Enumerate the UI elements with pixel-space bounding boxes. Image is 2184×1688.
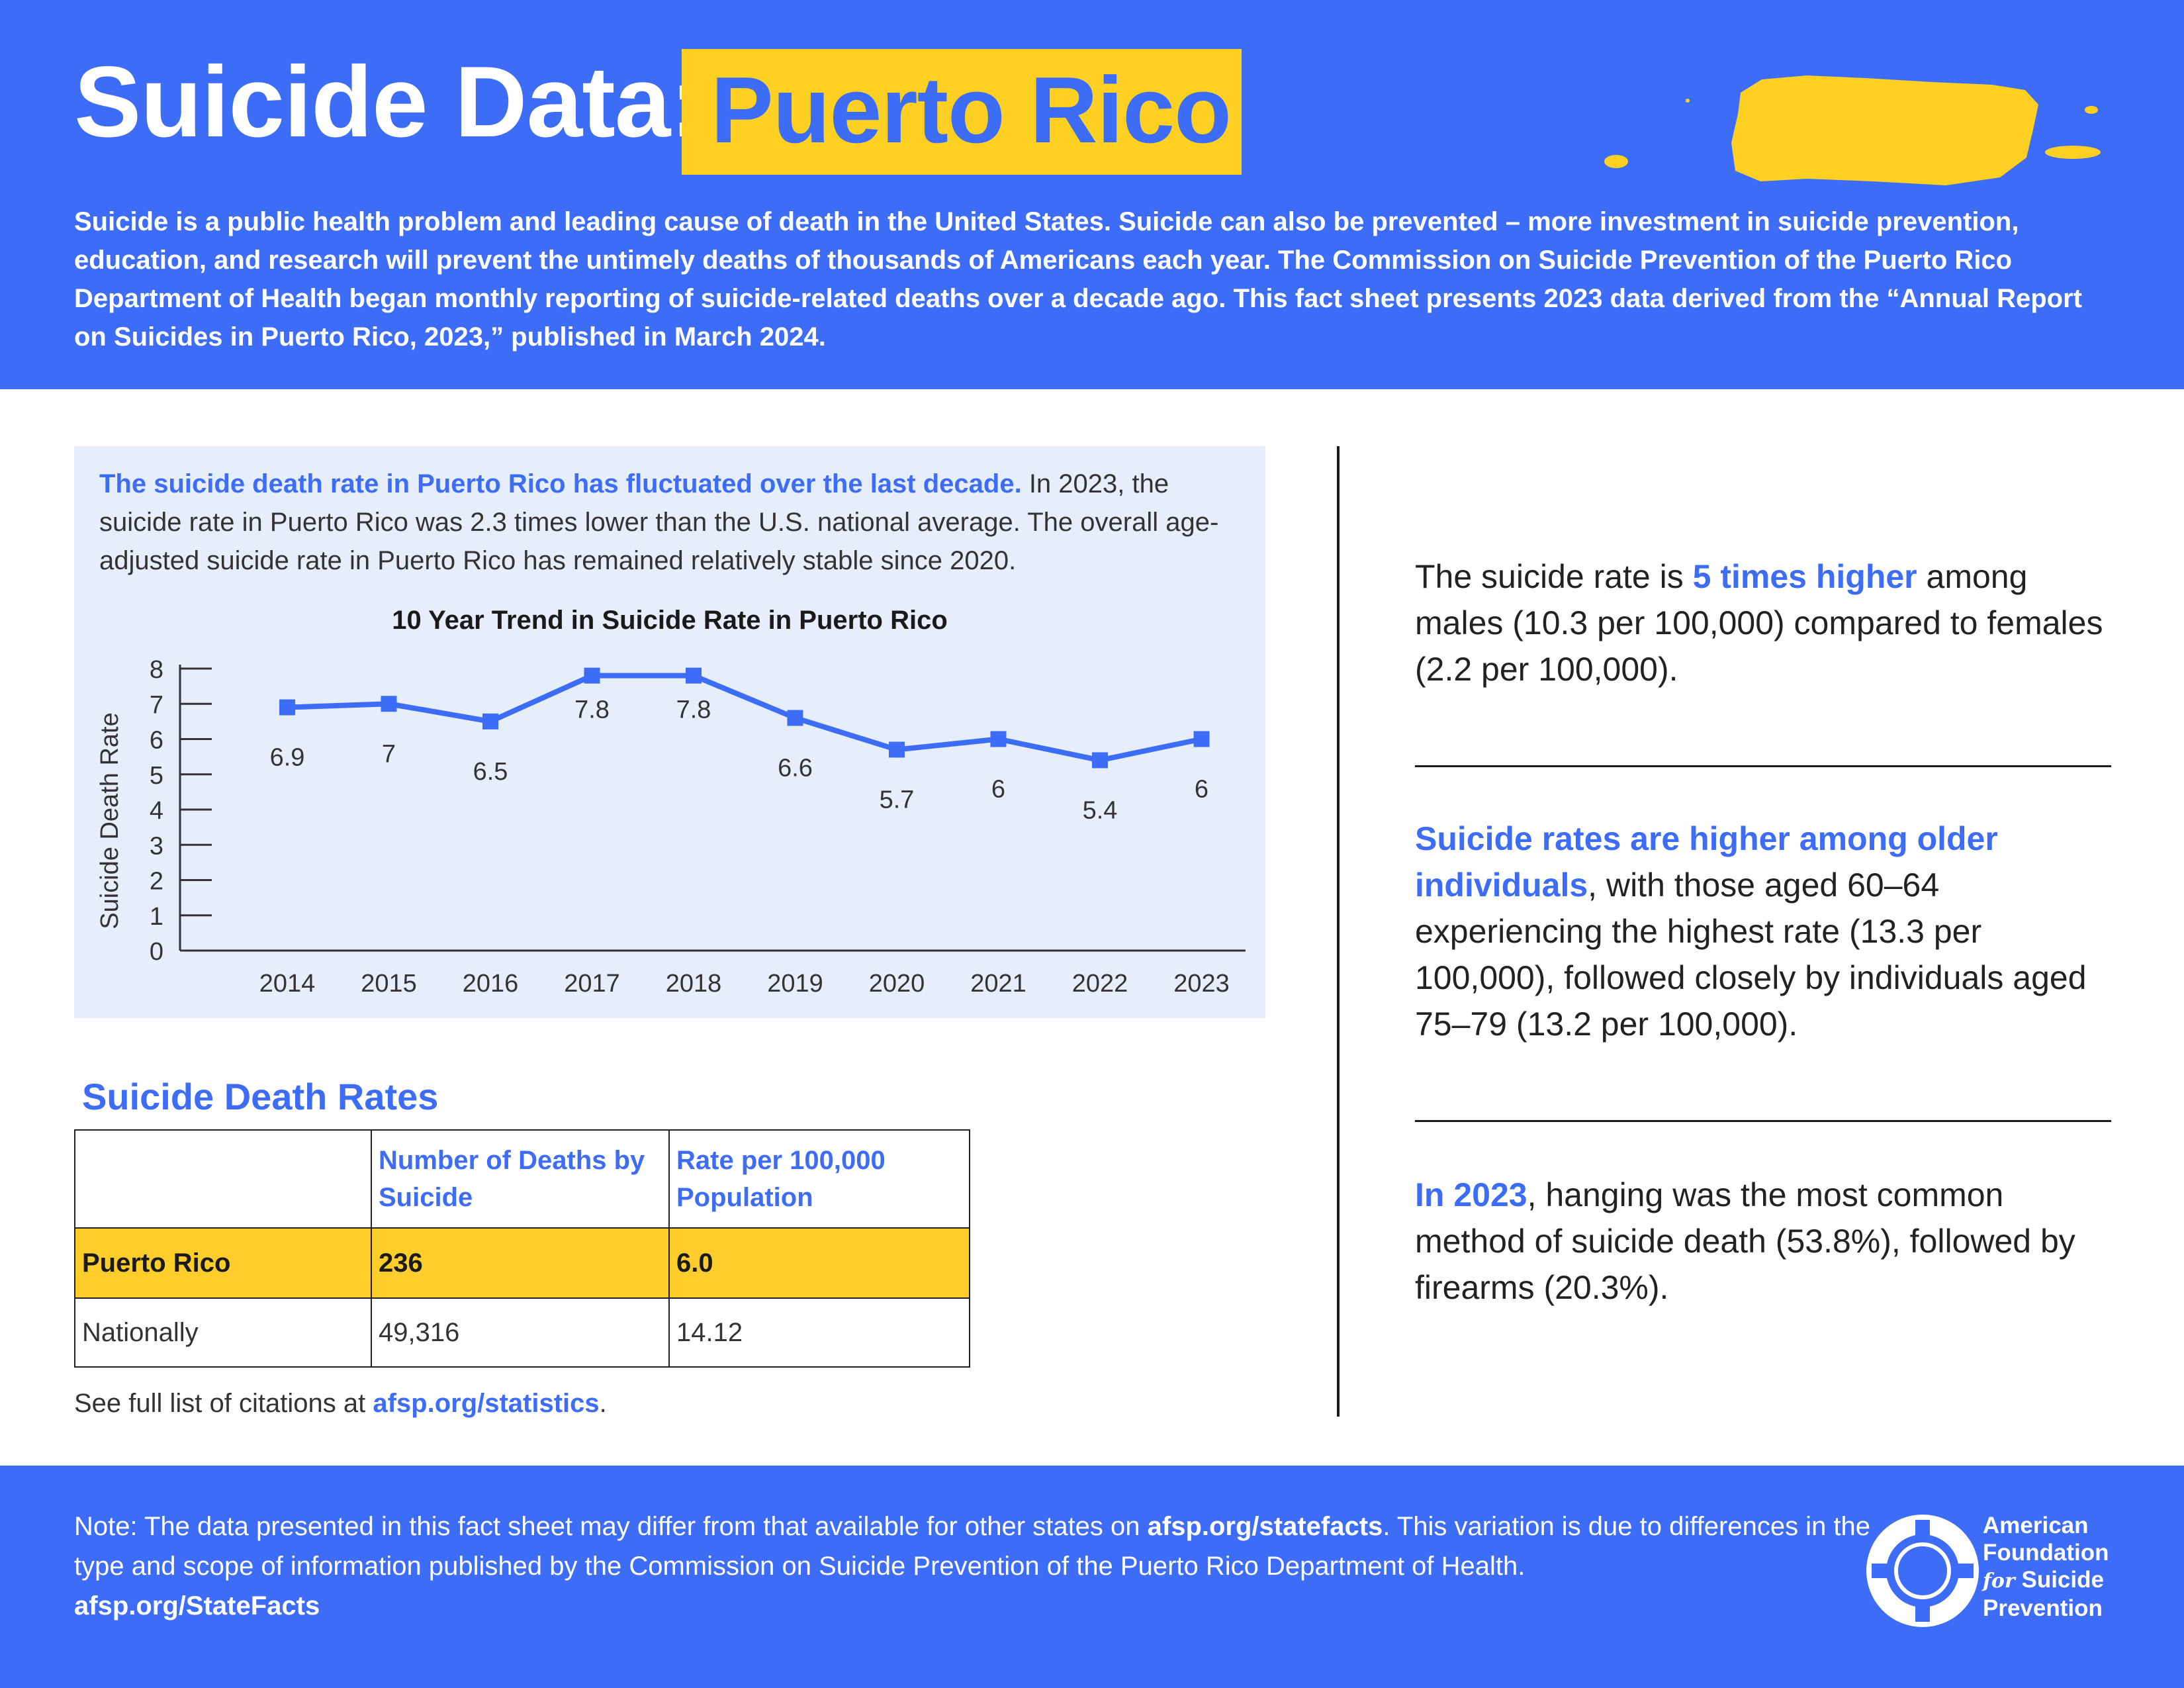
data-label: 6 bbox=[1195, 776, 1208, 804]
page-title: Suicide Data: bbox=[74, 46, 704, 158]
x-tick-label: 2022 bbox=[1072, 970, 1128, 998]
data-point bbox=[381, 696, 397, 712]
table-cell: 14.12 bbox=[668, 1297, 970, 1368]
citations-prefix: See full list of citations at bbox=[74, 1389, 373, 1418]
column-divider bbox=[1337, 446, 1340, 1417]
title-highlight-box bbox=[682, 49, 1242, 175]
trend-panel bbox=[74, 446, 1265, 1018]
trend-chart: 10 Year Trend in Suicide Rate in Puerto … bbox=[96, 606, 1246, 998]
x-tick-label: 2018 bbox=[666, 970, 722, 998]
x-tick-label: 2015 bbox=[361, 970, 417, 998]
y-tick-label: 1 bbox=[150, 903, 163, 931]
table-cell: 6.0 bbox=[668, 1227, 970, 1299]
y-axis-label: Suicide Death Rate bbox=[96, 712, 124, 929]
table-row-nationally: Nationally 49,316 14.12 bbox=[74, 1297, 970, 1368]
fact-divider bbox=[1415, 765, 2111, 767]
series-line bbox=[287, 673, 1203, 763]
afsp-logo-text: American Foundation for Suicide Preventi… bbox=[1983, 1512, 2109, 1622]
statefacts-url[interactable]: afsp.org/StateFacts bbox=[74, 1591, 320, 1620]
table-cell: Nationally bbox=[74, 1297, 372, 1368]
data-label: 6.9 bbox=[270, 744, 305, 772]
fact-age: Suicide rates are higher among older ind… bbox=[1415, 816, 2116, 1047]
logo-word: Suicide bbox=[2021, 1567, 2104, 1593]
x-tick-label: 2023 bbox=[1173, 970, 1230, 998]
footer-banner bbox=[0, 1466, 2184, 1688]
y-tick-label: 6 bbox=[150, 727, 163, 755]
data-point bbox=[1193, 731, 1210, 747]
x-tick-label: 2019 bbox=[767, 970, 823, 998]
trend-body: In 2023, the suicide rate in Puerto Rico… bbox=[99, 469, 1219, 575]
y-tick-label: 0 bbox=[150, 938, 163, 966]
x-tick-label: 2016 bbox=[463, 970, 519, 998]
data-point bbox=[990, 731, 1007, 747]
puerto-rico-map-icon bbox=[1604, 75, 2101, 185]
data-label: 5.7 bbox=[880, 786, 915, 814]
fact-highlight: Suicide rates are higher among older ind… bbox=[1415, 820, 1998, 904]
data-point bbox=[889, 741, 905, 758]
data-point bbox=[584, 667, 600, 684]
fact-highlight: 5 times higher bbox=[1692, 558, 1917, 595]
y-tick-label: 8 bbox=[150, 656, 163, 684]
data-label: 7.8 bbox=[676, 696, 711, 724]
y-tick-label: 5 bbox=[150, 762, 163, 790]
table-row-puerto-rico: Puerto Rico 236 6.0 bbox=[74, 1227, 970, 1299]
citations-suffix: . bbox=[599, 1389, 607, 1418]
y-tick-label: 7 bbox=[150, 691, 163, 719]
x-tick-label: 2020 bbox=[869, 970, 925, 998]
data-label: 6.5 bbox=[473, 758, 508, 786]
data-point bbox=[686, 667, 702, 684]
table-header-cell: Number of Deaths by Suicide bbox=[371, 1129, 670, 1229]
fact-text: among males (10.3 per 100,000) compared … bbox=[1415, 558, 2103, 688]
lifebuoy-icon bbox=[1866, 1515, 1979, 1627]
footer-note: Note: The data presented in this fact sh… bbox=[74, 1507, 1874, 1626]
fact-text: , hanging was the most common method of … bbox=[1415, 1176, 2075, 1306]
table-cell: 236 bbox=[371, 1227, 670, 1299]
table-cell: Puerto Rico bbox=[74, 1227, 372, 1299]
data-point bbox=[482, 713, 498, 729]
state-title: Puerto Rico bbox=[711, 58, 1232, 163]
data-label: 5.4 bbox=[1083, 796, 1118, 824]
note-text: . This variation is due to differences i… bbox=[74, 1512, 1871, 1581]
citations-link[interactable]: afsp.org/statistics bbox=[373, 1389, 600, 1418]
logo-line: Foundation bbox=[1983, 1540, 2109, 1566]
x-tick-label: 2014 bbox=[259, 970, 316, 998]
logo-line: Prevention bbox=[1983, 1595, 2103, 1621]
logo-line: for Suicide bbox=[1983, 1566, 2109, 1595]
x-tick-label: 2017 bbox=[564, 970, 620, 998]
y-tick-label: 3 bbox=[150, 832, 163, 860]
note-text: Note: The data presented in this fact sh… bbox=[74, 1512, 1148, 1541]
table-header-row: Number of Deaths by Suicide Rate per 100… bbox=[74, 1129, 970, 1229]
fact-text: The suicide rate is bbox=[1415, 558, 1693, 595]
fact-divider bbox=[1415, 1120, 2111, 1122]
rates-table: Number of Deaths by Suicide Rate per 100… bbox=[74, 1129, 970, 1368]
x-tick-label: 2021 bbox=[970, 970, 1026, 998]
data-point bbox=[279, 699, 295, 716]
logo-for: for bbox=[1983, 1570, 2015, 1593]
table-header-cell bbox=[74, 1129, 372, 1229]
table-cell: 49,316 bbox=[371, 1297, 670, 1368]
logo-line: American bbox=[1983, 1513, 2089, 1538]
table-title: Suicide Death Rates bbox=[82, 1076, 439, 1117]
fact-text: , with those aged 60–64 experiencing the… bbox=[1415, 867, 2087, 1043]
trend-summary: The suicide death rate in Puerto Rico ha… bbox=[99, 465, 1251, 580]
data-point bbox=[787, 710, 803, 726]
y-tick-label: 4 bbox=[150, 797, 163, 825]
data-point bbox=[1092, 752, 1108, 769]
fact-highlight: In 2023 bbox=[1415, 1176, 1527, 1213]
y-tick-label: 2 bbox=[150, 868, 163, 896]
statefacts-link[interactable]: afsp.org/statefacts bbox=[1147, 1512, 1383, 1541]
intro-paragraph: Suicide is a public health problem and l… bbox=[74, 207, 2083, 352]
trend-lead: The suicide death rate in Puerto Rico ha… bbox=[99, 469, 1022, 498]
chart-title: 10 Year Trend in Suicide Rate in Puerto … bbox=[392, 606, 948, 635]
data-label: 7 bbox=[382, 740, 396, 768]
fact-method: In 2023, hanging was the most common met… bbox=[1415, 1172, 2116, 1311]
citations-note: See full list of citations at afsp.org/s… bbox=[74, 1389, 607, 1419]
table-header-cell: Rate per 100,000 Population bbox=[668, 1129, 970, 1229]
fact-gender: The suicide rate is 5 times higher among… bbox=[1415, 553, 2116, 692]
data-label: 6 bbox=[991, 776, 1005, 804]
data-label: 7.8 bbox=[574, 696, 610, 724]
data-label: 6.6 bbox=[778, 755, 813, 782]
